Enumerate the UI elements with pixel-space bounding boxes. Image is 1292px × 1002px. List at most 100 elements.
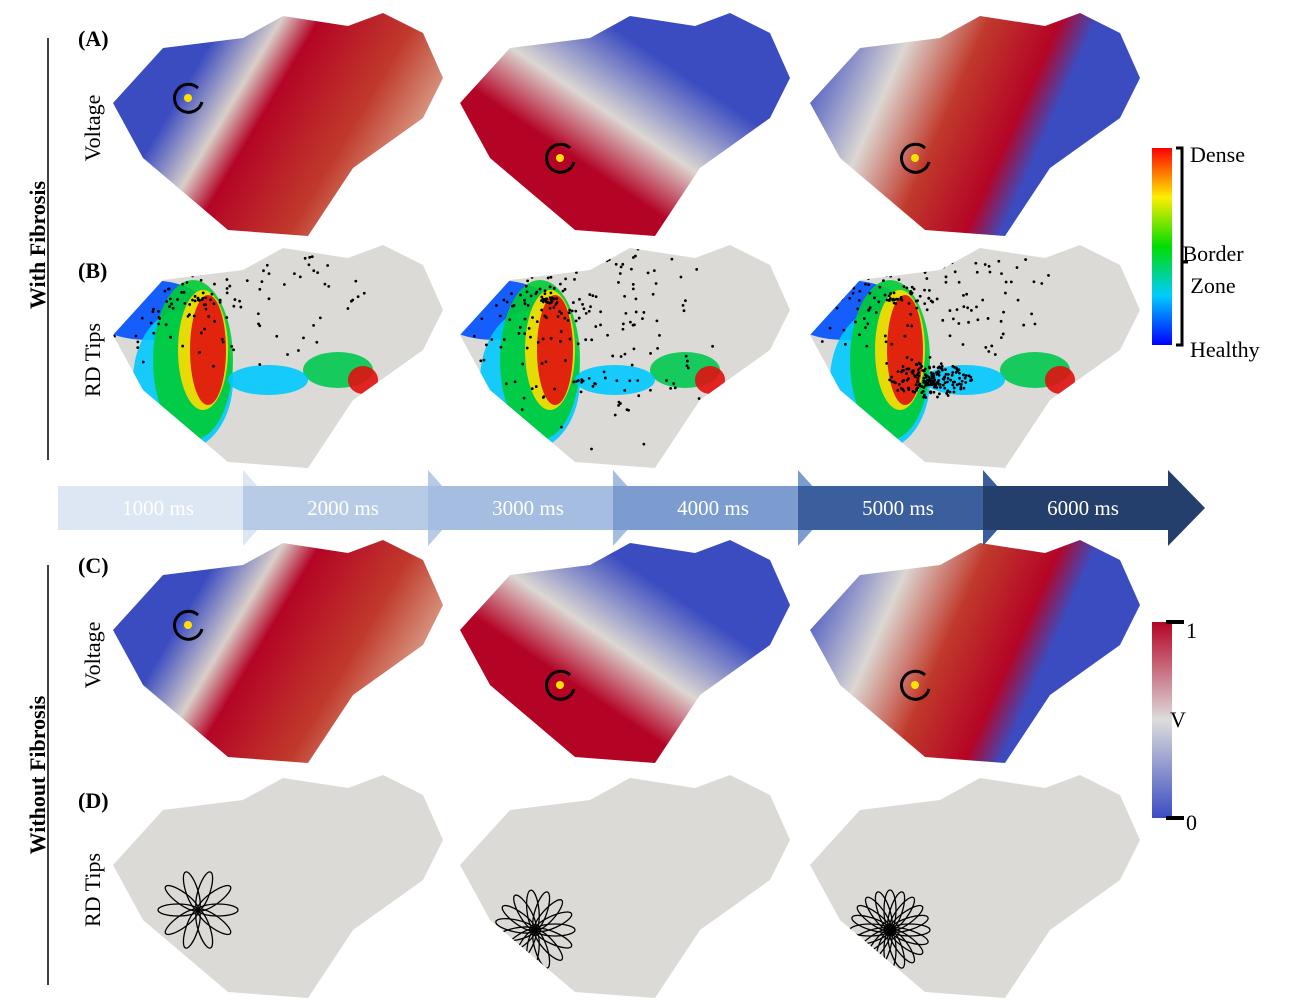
tip-dot	[542, 337, 545, 340]
tip-dot	[354, 280, 357, 283]
tip-dot	[480, 317, 483, 320]
tip-dot	[581, 303, 584, 306]
tip-dot	[931, 301, 934, 304]
heart-shape	[810, 775, 1140, 998]
tip-dot	[873, 296, 876, 299]
tip-dot	[438, 359, 441, 362]
tip-dot	[888, 294, 891, 297]
tip-dot	[466, 268, 469, 271]
tip-dot	[588, 310, 591, 313]
tip-dot	[926, 308, 929, 311]
tip-dot	[490, 338, 493, 341]
tip-dot	[915, 383, 918, 386]
tip-dot	[800, 283, 803, 286]
tip-dot	[839, 285, 842, 288]
tip-dot	[965, 293, 968, 296]
tip-dot	[956, 368, 959, 371]
tip-dot	[945, 392, 948, 395]
tip-dot	[95, 248, 98, 251]
tip-dot	[915, 307, 918, 310]
timeline-label: 3000 ms	[492, 496, 564, 520]
tip-dot	[297, 349, 300, 352]
tip-dot	[198, 351, 201, 354]
tip-dot	[168, 270, 171, 273]
tip-dot	[523, 332, 526, 335]
tip-dot	[502, 417, 505, 420]
tip-dot	[852, 287, 855, 290]
tip-dot	[868, 292, 871, 295]
tip-dot	[115, 352, 118, 355]
tip-dot	[795, 284, 798, 287]
tip-dot	[225, 316, 228, 319]
tip-dot	[81, 297, 84, 300]
tip-dot	[984, 263, 987, 266]
tip-dot	[474, 411, 477, 414]
tip-dot	[910, 251, 913, 254]
tip-dot	[623, 389, 626, 392]
tip-dot	[910, 358, 913, 361]
tip-dot	[172, 307, 175, 310]
tip-dot	[963, 387, 966, 390]
tip-dot	[160, 250, 163, 253]
heart-panel	[810, 775, 1140, 998]
tip-dot	[958, 377, 961, 380]
tip-dot	[686, 426, 689, 429]
tip-dot	[849, 239, 852, 242]
tip-dot	[584, 338, 587, 341]
tip-dot	[258, 288, 261, 291]
tip-dot	[585, 312, 588, 315]
tip-dot	[448, 317, 451, 320]
tip-dot	[931, 380, 934, 383]
tip-dot	[619, 402, 622, 405]
tip-dot	[549, 285, 552, 288]
tip-dot	[964, 381, 967, 384]
colorbar-label: 0	[1186, 810, 1197, 835]
tip-dot	[151, 267, 154, 270]
tip-dot	[308, 256, 311, 259]
tip-dot	[531, 316, 534, 319]
tip-dot	[521, 234, 524, 237]
tip-dot	[553, 287, 556, 290]
tip-dot	[316, 271, 319, 274]
tip-dot	[570, 239, 573, 242]
tip-dot	[198, 299, 201, 302]
tip-dot	[165, 323, 168, 326]
tip-dot	[897, 370, 900, 373]
tip-dot	[290, 240, 293, 243]
tip-dot	[564, 230, 567, 233]
tip-dot	[194, 295, 197, 298]
tip-dot	[908, 302, 911, 305]
tip-dot	[901, 380, 904, 383]
tip-dot	[582, 380, 585, 383]
tip-dot	[177, 236, 180, 239]
tip-dot	[919, 363, 922, 366]
tip-dot	[674, 386, 677, 389]
tip-dot	[889, 292, 892, 295]
tip-dot	[499, 275, 502, 278]
heart-shape	[113, 13, 443, 236]
tip-dot	[507, 248, 510, 251]
tip-dot	[889, 275, 892, 278]
tip-dot	[526, 347, 529, 350]
timeline-label: 2000 ms	[307, 496, 379, 520]
tip-dot	[572, 301, 575, 304]
tip-dot	[931, 376, 934, 379]
heart-shape	[113, 775, 443, 998]
tip-dot	[568, 311, 571, 314]
tip-dot	[633, 348, 636, 351]
heart-shape	[460, 775, 790, 998]
tip-dot	[915, 363, 918, 366]
tip-dot	[966, 306, 969, 309]
tip-dot	[519, 256, 522, 259]
tip-dot	[506, 301, 509, 304]
tip-dot	[203, 304, 206, 307]
tip-dot	[183, 291, 186, 294]
tip-dot	[924, 384, 927, 387]
tip-dot	[560, 426, 563, 429]
tip-dot	[202, 291, 205, 294]
tip-dot	[521, 408, 524, 411]
tip-dot	[113, 299, 116, 302]
tip-dot	[698, 397, 701, 400]
tip-dot	[734, 392, 737, 395]
tip-dot	[899, 240, 902, 243]
